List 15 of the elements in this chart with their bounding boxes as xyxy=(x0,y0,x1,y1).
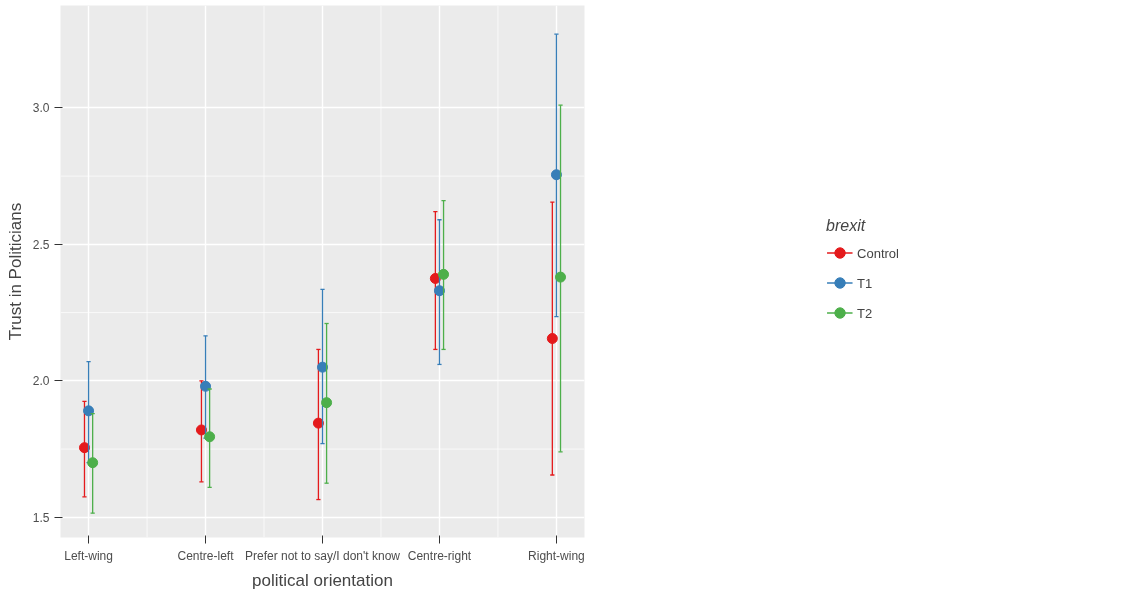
y-tick-label: 2.0 xyxy=(32,374,50,389)
legend-title: brexit xyxy=(826,216,867,235)
x-axis-title: political orientation xyxy=(252,570,393,590)
x-tick-label: Prefer not to say/I don't know xyxy=(244,548,401,563)
x-tick-label: Left-wing xyxy=(64,548,113,563)
y-axis-title: Trust in Politicians xyxy=(5,202,25,341)
y-tick-label: 3.0 xyxy=(32,101,50,116)
legend-label: T2 xyxy=(857,305,874,320)
x-tick-label: Centre-right xyxy=(407,548,472,563)
legend-label: Control xyxy=(857,245,899,260)
legend-label: T1 xyxy=(857,275,874,290)
y-tick-label: 2.5 xyxy=(32,237,50,252)
x-tick-label: Centre-left xyxy=(177,548,235,563)
x-tick-label: Right-wing xyxy=(528,548,585,563)
y-tick-label: 1.5 xyxy=(32,510,50,525)
